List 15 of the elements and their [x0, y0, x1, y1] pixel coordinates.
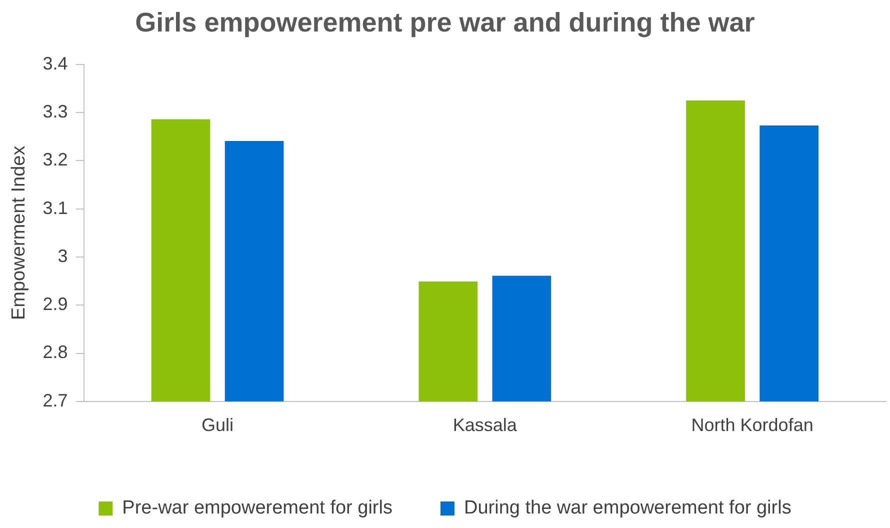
- y-tick-label: 2.9: [42, 294, 68, 314]
- x-tick-label: Kassala: [452, 415, 518, 436]
- x-tick-label: Guli: [202, 415, 234, 436]
- y-tick-label: 2.8: [42, 342, 68, 362]
- chart-title: Girls empowerement pre war and during the war: [135, 8, 756, 38]
- y-tick-label: 3.1: [42, 198, 68, 218]
- legend-label: During the war empowerement for girls: [464, 498, 792, 519]
- y-tick-label: 3: [58, 246, 68, 266]
- y-tick-label: 3.3: [42, 102, 68, 122]
- legend-label: Pre-war empowerement for girls: [122, 498, 392, 519]
- y-tick-label: 3.2: [42, 150, 68, 170]
- y-tick-label: 2.7: [42, 390, 68, 410]
- y-axis-title: Empowerment Index: [8, 145, 30, 320]
- x-tick-label: North Kordofan: [691, 415, 814, 436]
- y-tick-label: 3.4: [42, 53, 68, 74]
